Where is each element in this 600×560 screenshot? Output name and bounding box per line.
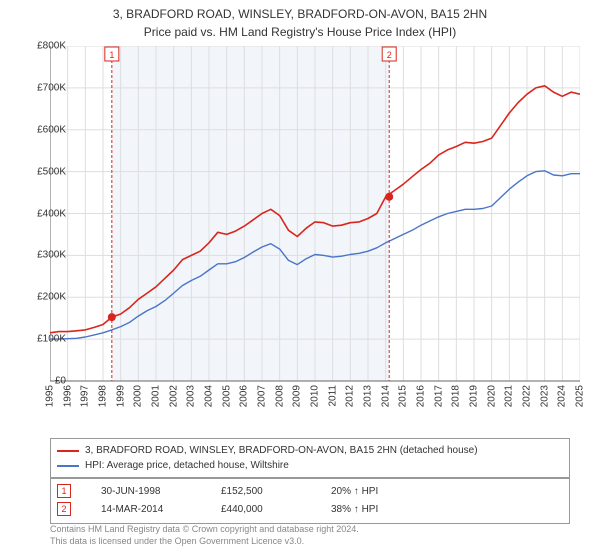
svg-text:1: 1 — [109, 50, 114, 60]
marker-delta: 20% ↑ HPI — [331, 486, 378, 497]
chart-title: 3, BRADFORD ROAD, WINSLEY, BRADFORD-ON-A… — [0, 0, 600, 23]
chart-plot-area: 12 — [50, 46, 580, 416]
marker-row: 2 14-MAR-2014 £440,000 38% ↑ HPI — [57, 502, 563, 516]
marker-delta: 38% ↑ HPI — [331, 504, 378, 515]
legend-swatch — [57, 450, 79, 452]
chart-container: 3, BRADFORD ROAD, WINSLEY, BRADFORD-ON-A… — [0, 0, 600, 560]
legend-label: 3, BRADFORD ROAD, WINSLEY, BRADFORD-ON-A… — [85, 443, 478, 458]
legend: 3, BRADFORD ROAD, WINSLEY, BRADFORD-ON-A… — [50, 438, 570, 478]
marker-date: 30-JUN-1998 — [101, 486, 191, 497]
legend-item: HPI: Average price, detached house, Wilt… — [57, 458, 563, 473]
chart-subtitle: Price paid vs. HM Land Registry's House … — [0, 23, 600, 39]
legend-label: HPI: Average price, detached house, Wilt… — [85, 458, 289, 473]
legend-item: 3, BRADFORD ROAD, WINSLEY, BRADFORD-ON-A… — [57, 443, 563, 458]
marker-table: 1 30-JUN-1998 £152,500 20% ↑ HPI 2 14-MA… — [50, 478, 570, 524]
marker-price: £152,500 — [221, 486, 301, 497]
footer: Contains HM Land Registry data © Crown c… — [50, 524, 570, 547]
marker-badge: 2 — [57, 502, 71, 516]
footer-line: Contains HM Land Registry data © Crown c… — [50, 524, 570, 536]
legend-swatch — [57, 465, 79, 467]
svg-text:2: 2 — [387, 50, 392, 60]
marker-price: £440,000 — [221, 504, 301, 515]
marker-row: 1 30-JUN-1998 £152,500 20% ↑ HPI — [57, 484, 563, 498]
footer-line: This data is licensed under the Open Gov… — [50, 536, 570, 548]
chart-svg: 12 — [50, 46, 580, 416]
marker-date: 14-MAR-2014 — [101, 504, 191, 515]
marker-badge: 1 — [57, 484, 71, 498]
